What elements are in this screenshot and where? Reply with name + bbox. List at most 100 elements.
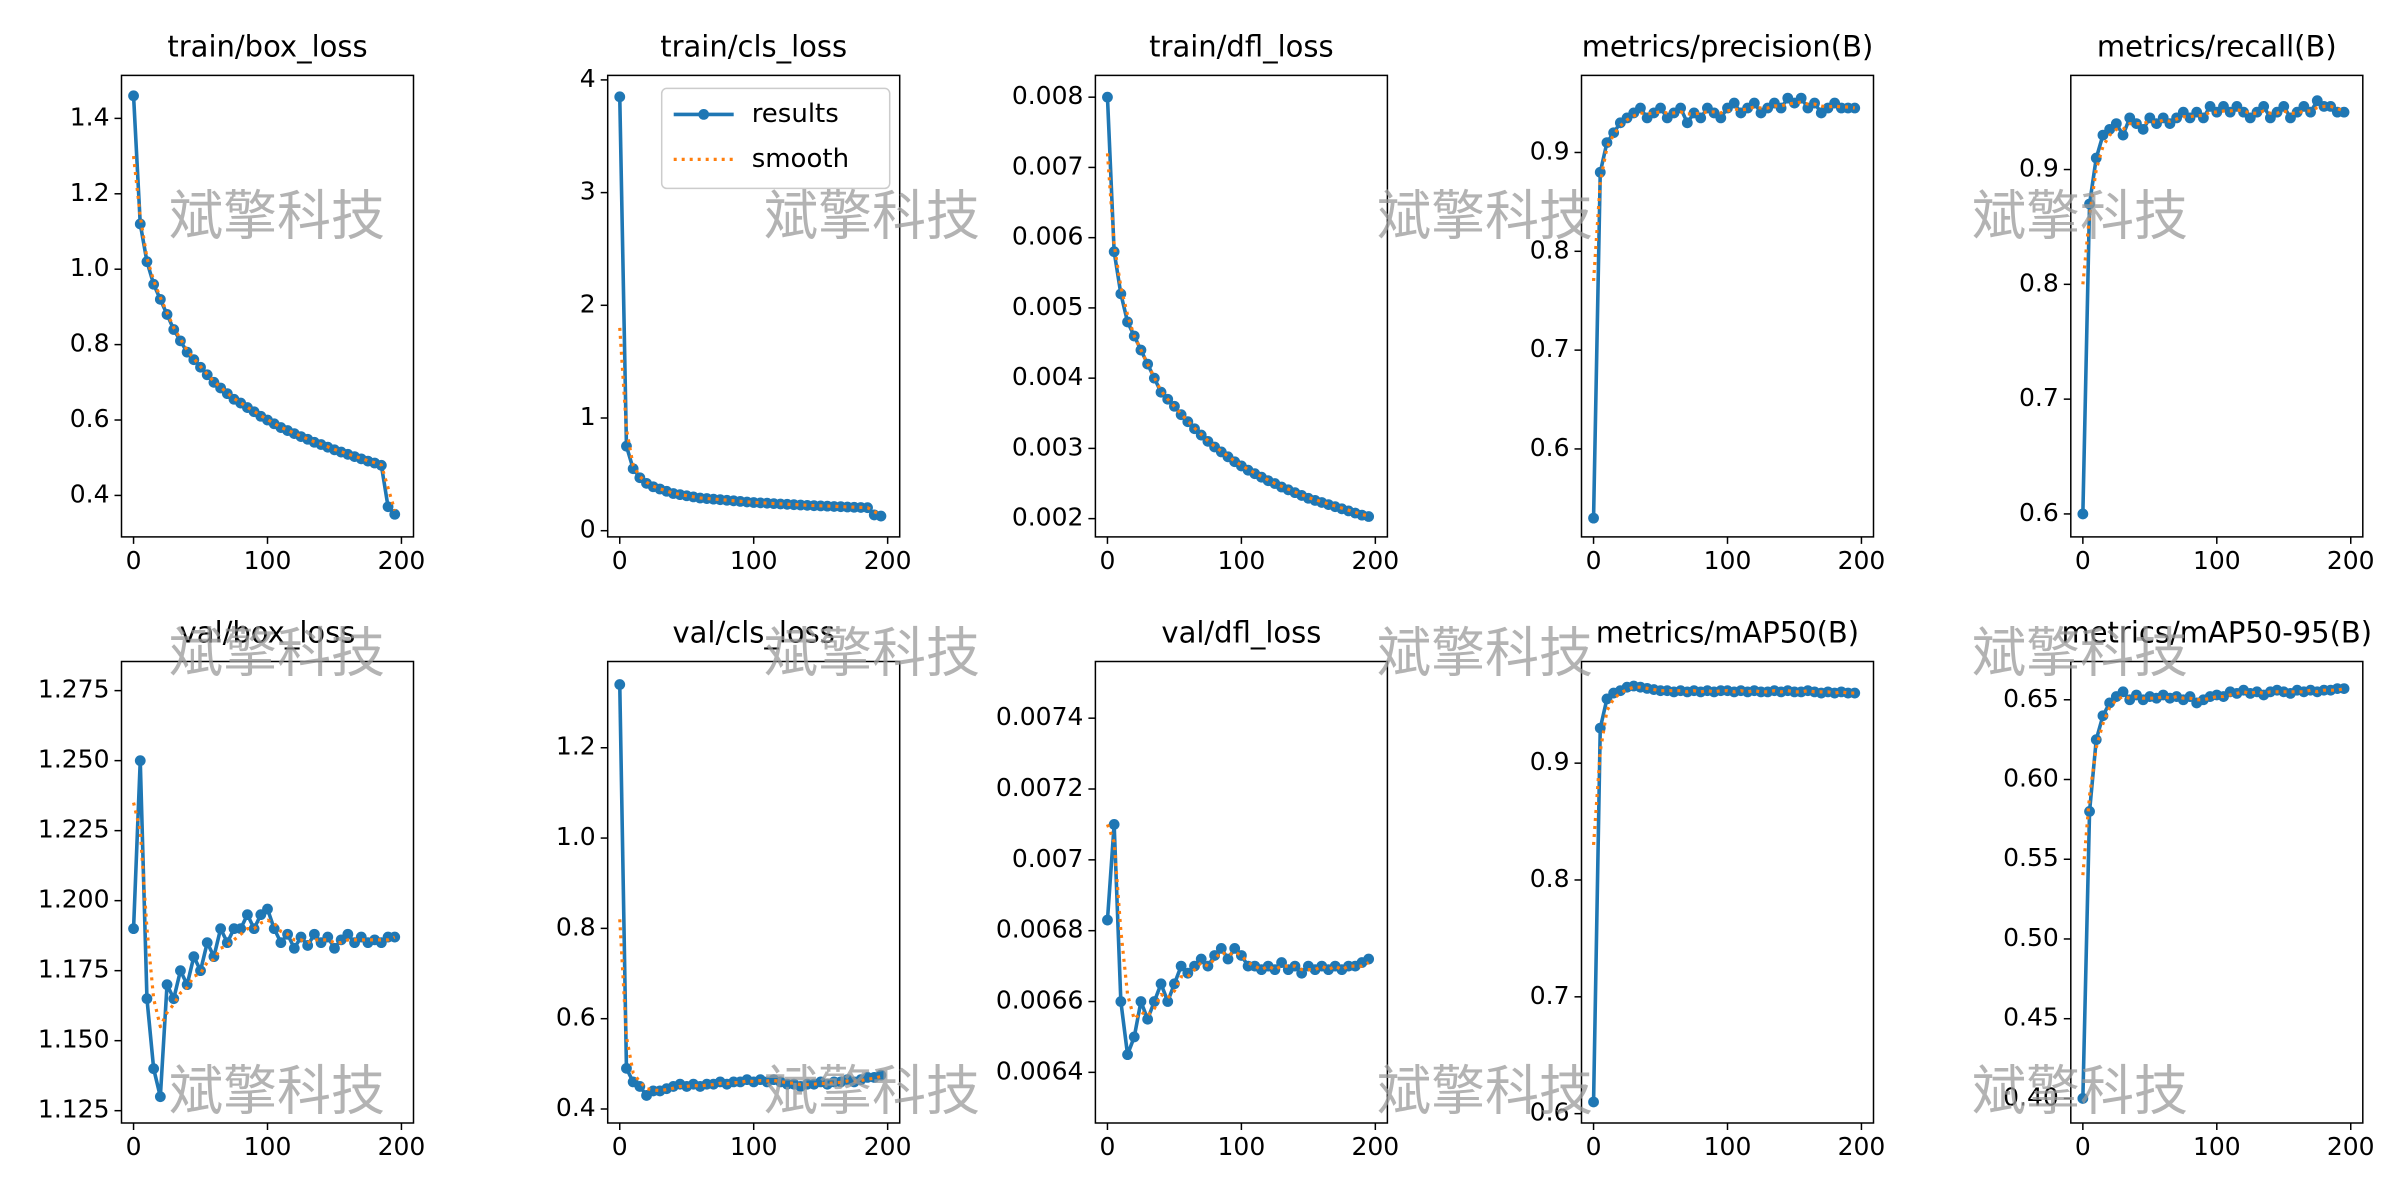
subplot: val/box_loss 0 100 200 1.125 1.150 1.175 1.200 1… (38, 616, 425, 1162)
chart-title: val/cls_loss (673, 616, 835, 650)
smooth-line (2081, 104, 2345, 285)
x-tick-label: 0 (2075, 546, 2091, 575)
y-tick-label: 0.007 (1012, 151, 1084, 180)
y-tick-label: 0.55 (2003, 843, 2059, 872)
y-tick-label: 1.250 (38, 745, 110, 774)
legend-label: smooth (752, 144, 849, 174)
watermark: 斌擎科技 (1377, 622, 1593, 685)
watermark: 斌擎科技 (764, 622, 980, 685)
chart-title: metrics/mAP50-95(B) (2061, 616, 2372, 650)
point (2104, 697, 2116, 709)
chart-title: metrics/mAP50(B) (1596, 616, 1859, 650)
watermark: 斌擎科技 (1972, 622, 2188, 685)
chart-title: train/box_loss (167, 29, 367, 63)
y-tick-label: 0.0074 (996, 702, 1083, 731)
point (621, 1062, 632, 1074)
legend-marker (698, 109, 710, 120)
point (1175, 960, 1187, 972)
point (634, 1081, 646, 1092)
point (2097, 710, 2109, 722)
y-tick-label: 3 (580, 177, 596, 206)
point (342, 928, 354, 940)
point (2338, 683, 2350, 695)
plot-area (1102, 91, 1375, 522)
x-tick-label: 100 (730, 546, 778, 575)
point (1229, 942, 1241, 954)
point (1108, 819, 1120, 830)
point (614, 679, 626, 690)
x-tick-label: 200 (2327, 546, 2375, 575)
y-tick-label: 0.4 (70, 479, 110, 508)
point (1363, 953, 1375, 965)
subplot: train/dfl_loss 0 100 200 0.002 0.003 0.004 0.00… (1012, 29, 1399, 575)
plot-area (1588, 680, 1861, 1108)
x-tick-label: 0 (1586, 1132, 1602, 1161)
y-tick-label: 0.005 (1012, 292, 1084, 321)
x-tick-label: 200 (1838, 1132, 1886, 1161)
subplot: train/box_loss 0 100 200 0.4 0.6 0.8 1.0 1.2 1.4 (70, 29, 426, 575)
point (2090, 734, 2102, 746)
x-tick-label: 0 (2075, 1132, 2091, 1161)
watermark: 斌擎科技 (764, 1060, 980, 1123)
point (1215, 942, 1227, 954)
y-tick-label: 0.65 (2003, 684, 2059, 713)
point (235, 923, 247, 935)
point (161, 979, 173, 991)
y-tick-label: 1.2 (556, 732, 596, 761)
y-tick-label: 1.2 (70, 178, 110, 207)
x-tick-label: 200 (2327, 1132, 2375, 1161)
point (1102, 91, 1113, 103)
y-tick-label: 1.200 (38, 885, 110, 914)
y-tick-label: 0.007 (1012, 844, 1084, 873)
axes-frame (1094, 660, 1389, 1124)
subplot: metrics/precision(B) 0 100 200 0.6 0.7 0.8 0.9 (1530, 29, 1886, 575)
subplot: val/cls_loss 0 100 200 0.4 0.6 0.8 1.0 1.2 (556, 616, 912, 1162)
y-tick-label: 2 (580, 289, 596, 318)
x-tick-label: 100 (2193, 1132, 2241, 1161)
point (1155, 978, 1167, 990)
x-tick-label: 0 (612, 546, 628, 575)
axes-frame (2070, 660, 2364, 1124)
y-tick-label: 0.60 (2003, 764, 2059, 793)
point (614, 91, 626, 103)
chart-title: train/dfl_loss (1149, 29, 1333, 63)
point (1155, 386, 1167, 398)
point (1635, 102, 1646, 114)
point (1169, 978, 1180, 990)
watermark: 斌擎科技 (1972, 1060, 2188, 1123)
y-tick-label: 4 (580, 64, 596, 93)
point (128, 923, 139, 935)
y-tick-label: 0.002 (1012, 503, 1084, 532)
x-tick-label: 200 (864, 1132, 912, 1161)
axes-frame (2070, 74, 2364, 538)
point (1588, 1096, 1599, 1108)
y-tick-label: 0.6 (70, 404, 110, 433)
x-tick-label: 100 (1218, 1132, 1266, 1161)
point (148, 1063, 160, 1075)
axes-frame (120, 660, 415, 1124)
y-tick-label: 1.175 (38, 955, 110, 984)
watermark: 斌擎科技 (169, 185, 385, 248)
point (1102, 914, 1113, 926)
y-tick-label: 0.0072 (996, 773, 1083, 802)
point (389, 508, 401, 520)
point (262, 903, 273, 915)
x-tick-label: 0 (126, 546, 142, 575)
point (1655, 102, 1666, 114)
point (154, 1091, 166, 1103)
y-tick-label: 0.8 (2019, 268, 2059, 297)
subplot: train/cls_loss 0 100 200 0 1 2 3 4 results smooth (580, 29, 912, 575)
plot-area (614, 91, 887, 522)
y-tick-label: 0.7 (1530, 334, 1570, 363)
point (1296, 967, 1308, 979)
x-tick-label: 0 (1100, 1132, 1116, 1161)
x-tick-label: 0 (1100, 546, 1116, 575)
y-tick-label: 0.6 (556, 1003, 596, 1032)
point (134, 218, 146, 230)
point (288, 942, 300, 954)
point (1588, 512, 1599, 524)
chart-title: metrics/recall(B) (2097, 29, 2337, 63)
point (1148, 372, 1160, 384)
chart-title: val/dfl_loss (1161, 616, 1321, 650)
x-tick-label: 0 (1586, 546, 1602, 575)
